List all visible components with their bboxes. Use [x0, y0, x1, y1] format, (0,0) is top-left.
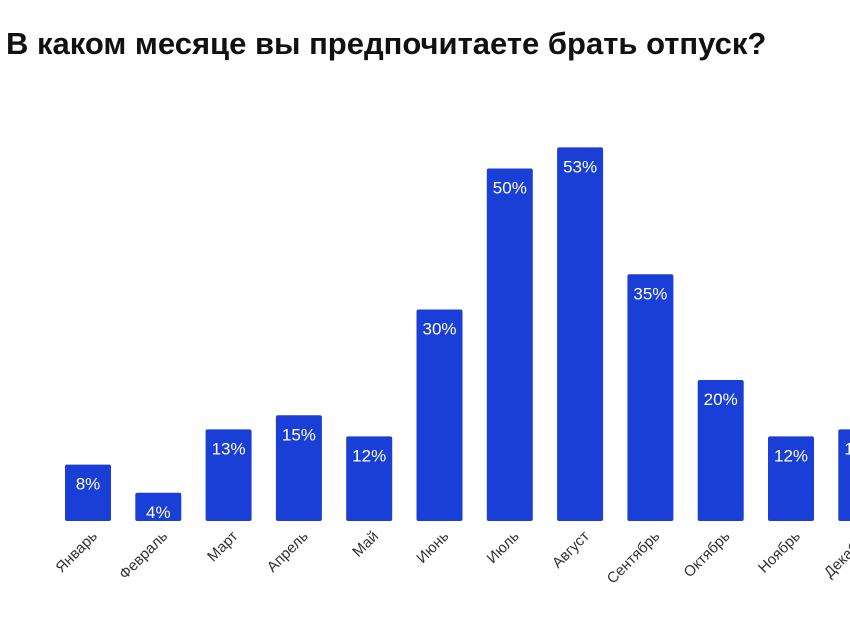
x-tick-label-3: Март — [204, 528, 241, 565]
x-tick-label-12: Декабрь — [821, 528, 850, 582]
bar-2 — [135, 492, 182, 521]
data-label-7: 50% — [493, 179, 527, 198]
bar-8 — [557, 147, 604, 521]
x-tick-label-6: Июнь — [413, 528, 452, 567]
x-tick-label-1: Январь — [52, 528, 101, 577]
data-label-3: 13% — [212, 439, 246, 458]
data-label-12: 13% — [844, 439, 850, 458]
x-tick-label-10: Октябрь — [680, 528, 733, 581]
bar-11 — [768, 436, 814, 521]
bar-7 — [486, 168, 533, 521]
x-tick-label-11: Ноябрь — [755, 528, 804, 577]
bar-12 — [838, 429, 850, 521]
x-tick-label-9: Сентябрь — [604, 528, 664, 588]
data-label-2: 4% — [146, 503, 171, 522]
bar-10 — [697, 380, 744, 521]
data-label-9: 35% — [633, 284, 667, 303]
bar-1 — [65, 464, 111, 521]
x-tick-label-2: Февраль — [116, 528, 171, 583]
bar-3 — [205, 429, 252, 521]
bar-5 — [346, 436, 393, 521]
bar-9 — [627, 274, 674, 521]
data-label-1: 8% — [76, 475, 101, 494]
data-label-11: 12% — [774, 446, 808, 465]
data-label-5: 12% — [352, 446, 386, 465]
x-tick-label-5: Май — [349, 528, 382, 561]
data-label-4: 15% — [282, 425, 316, 444]
chart-title: В каком месяце вы предпочитаете брать от… — [6, 26, 767, 61]
data-label-10: 20% — [704, 390, 738, 409]
x-tick-label-7: Июль — [484, 528, 523, 567]
x-tick-label-8: Август — [549, 528, 593, 572]
x-tick-label-4: Апрель — [264, 528, 312, 576]
bar-4 — [275, 415, 322, 521]
data-label-6: 30% — [422, 320, 456, 339]
data-label-8: 53% — [563, 157, 597, 176]
bar-6 — [416, 309, 463, 521]
